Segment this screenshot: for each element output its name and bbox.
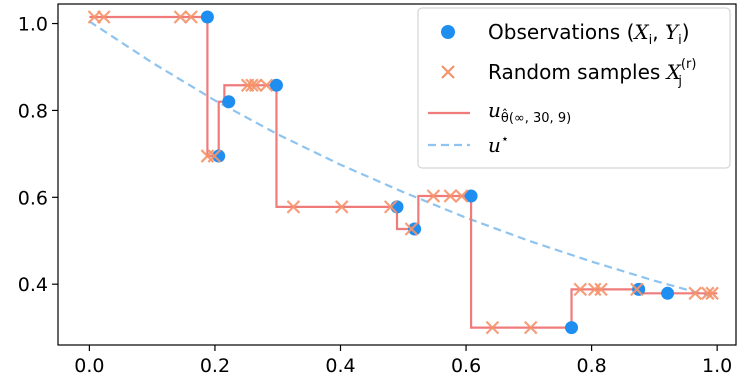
x-tick-label: 0.8	[577, 355, 607, 377]
sample-point	[245, 78, 259, 93]
estimate-step-line	[89, 15, 718, 329]
sample-point	[688, 286, 702, 301]
sample-point	[630, 282, 644, 297]
legend-frame	[417, 7, 731, 169]
observation-point	[212, 149, 226, 163]
observation-point	[390, 200, 404, 214]
axes-frame	[57, 3, 737, 346]
sample-point	[454, 189, 469, 203]
y-tick-label: 1.0	[18, 14, 48, 36]
x-tick-label: 0.4	[325, 355, 355, 377]
legend-fit-var: u	[488, 98, 501, 122]
legend-marker-observations	[441, 25, 455, 39]
sample-point	[404, 222, 419, 236]
sample-point	[286, 200, 301, 214]
legend-truth-var: u	[488, 133, 501, 157]
sample-point	[443, 189, 458, 203]
observation-point	[661, 286, 675, 300]
sample-point	[705, 286, 719, 301]
legend-samples-sub: j	[677, 74, 682, 89]
legend-samples-prefix: Random samples	[488, 60, 667, 84]
sample-point	[485, 320, 500, 335]
legend-observations-y-sub: i	[678, 33, 682, 48]
sample-point	[523, 320, 538, 335]
sample-point	[573, 282, 588, 297]
x-tick-label: 0.2	[200, 355, 230, 377]
sample-point	[259, 78, 274, 93]
sample-point	[173, 10, 188, 24]
legend-fit-sub: θ̂(∞, 30, 9)	[501, 109, 571, 126]
legend-label-fit: uθ̂(∞, 30, 9)	[488, 98, 571, 126]
x-tick-label: 0.0	[74, 355, 104, 377]
observation-point	[565, 321, 579, 335]
legend-label-samples: Random samples X(r) j	[488, 57, 696, 89]
sample-point	[184, 10, 198, 24]
axes: 0.0 0.2 0.4 0.6 0.8 1.0 0.4 0.6 0.8 1.0	[18, 3, 737, 377]
x-tick-label: 1.0	[702, 355, 732, 377]
observation-point	[408, 222, 422, 236]
plot-area	[87, 10, 719, 335]
sample-point	[248, 78, 263, 93]
sample-point	[383, 200, 398, 214]
sample-point	[700, 286, 715, 301]
legend-truth-sup: ⋆	[501, 132, 509, 147]
legend-observations-x-sub: i	[649, 33, 653, 48]
legend-samples-var: X	[665, 60, 682, 84]
legend-observations-x: X	[632, 20, 649, 44]
legend-label-observations: Observations (Xi, Yi)	[488, 20, 690, 48]
legend-marker-samples	[441, 65, 455, 79]
sample-point	[594, 282, 608, 297]
y-tick-label: 0.6	[18, 187, 48, 209]
sample-point	[334, 200, 349, 214]
sample-point	[426, 189, 441, 203]
observation-point	[464, 189, 478, 203]
observation-point	[269, 78, 283, 92]
observation-point	[632, 282, 646, 296]
x-tick-label: 0.6	[451, 355, 481, 377]
observation-point	[200, 10, 214, 24]
legend-observations-sep: ,	[652, 20, 665, 44]
y-tick-label: 0.8	[18, 100, 48, 122]
legend-observations-y: Y	[665, 20, 680, 44]
sample-point	[207, 149, 222, 163]
legend-label-truth: u⋆	[488, 132, 509, 157]
legend: Observations (Xi, Yi) Random samples X(r…	[417, 7, 731, 169]
legend-observations-prefix: Observations (	[488, 20, 634, 44]
y-tick-label: 0.4	[18, 274, 48, 296]
sample-point	[587, 282, 602, 297]
sample-point	[97, 10, 111, 24]
true-function-line	[88, 20, 718, 300]
legend-observations-suffix: )	[682, 20, 690, 44]
observation-point	[222, 95, 236, 109]
legend-samples-sup: (r)	[681, 57, 697, 72]
